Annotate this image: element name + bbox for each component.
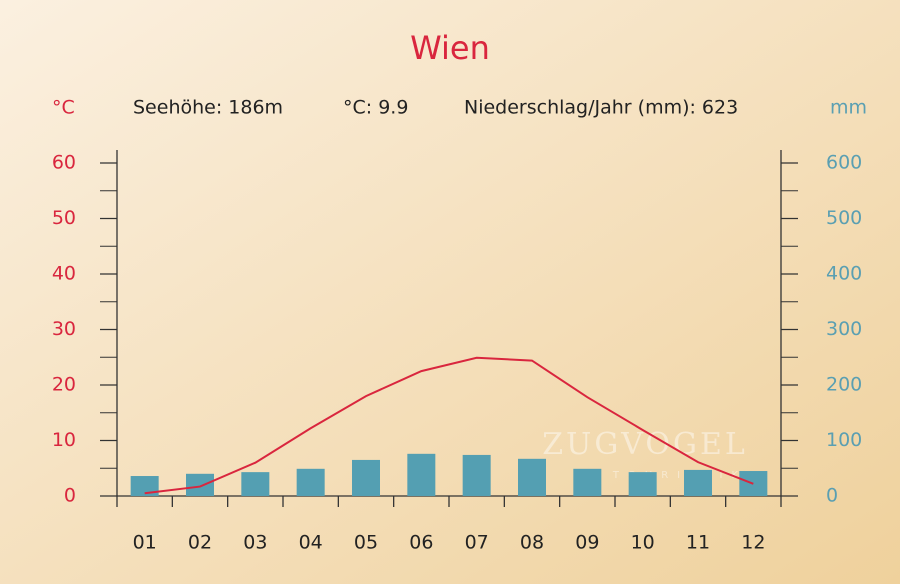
- x-tick-label: 07: [465, 532, 489, 554]
- y2-tick-label: 0: [826, 485, 838, 507]
- x-tick-label: 10: [631, 532, 655, 554]
- y2-axis-label: mm: [830, 97, 867, 119]
- precipitation-bar: [684, 469, 712, 496]
- precipitation-bar: [186, 473, 214, 496]
- info-temperature: °C: 9.9: [343, 97, 408, 119]
- y2-tick-label: 100: [826, 429, 862, 451]
- precipitation-bar: [628, 472, 657, 496]
- precipitation-bar: [573, 468, 602, 496]
- y2-tick-label: 300: [826, 318, 862, 340]
- x-tick-label: 04: [299, 532, 323, 554]
- x-tick-label: 11: [686, 532, 710, 554]
- y-axis-label: °C: [52, 97, 75, 119]
- y-tick-label: 50: [52, 207, 76, 229]
- info-precipitation: Niederschlag/Jahr (mm): 623: [464, 97, 738, 119]
- y2-tick-label: 200: [826, 374, 862, 396]
- y-tick-label: 10: [52, 429, 76, 451]
- info-elevation: Seehöhe: 186m: [133, 97, 283, 119]
- watermark: ZUGVOGEL: [542, 427, 748, 462]
- x-tick-label: 09: [575, 532, 599, 554]
- temperature-line: [144, 356, 754, 495]
- precipitation-bar: [241, 472, 270, 496]
- y2-tick-label: 400: [826, 263, 862, 285]
- precipitation-bar: [296, 468, 325, 496]
- precipitation-bar: [130, 476, 159, 496]
- y-tick-label: 20: [52, 374, 76, 396]
- x-tick-label: 05: [354, 532, 378, 554]
- precipitation-bar: [518, 458, 546, 496]
- watermark-sub: TOURISTIK: [612, 470, 747, 481]
- precipitation-bar: [407, 453, 436, 496]
- x-tick-label: 03: [243, 532, 267, 554]
- y2-tick-label: 600: [826, 152, 862, 174]
- y2-tick-label: 500: [826, 207, 862, 229]
- x-tick-label: 12: [741, 532, 765, 554]
- y-tick-label: 40: [52, 263, 76, 285]
- x-tick-label: 01: [133, 532, 157, 554]
- y-tick-label: 30: [52, 318, 76, 340]
- y-tick-label: 0: [64, 485, 76, 507]
- y-tick-label: 60: [52, 152, 76, 174]
- x-tick-label: 02: [188, 532, 212, 554]
- x-tick-label: 06: [409, 532, 433, 554]
- chart-title: Wien: [410, 29, 490, 67]
- precipitation-bar: [462, 454, 491, 496]
- precipitation-bar: [352, 459, 380, 496]
- x-tick-label: 08: [520, 532, 544, 554]
